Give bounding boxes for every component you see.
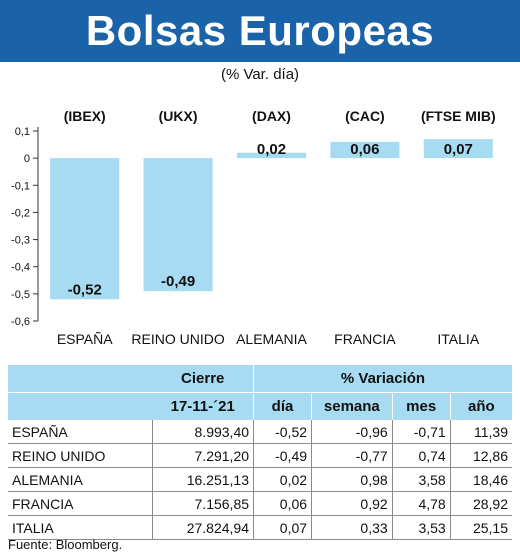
index-label: (DAX) xyxy=(252,108,291,124)
row-close: 27.824,94 xyxy=(151,515,254,540)
table-row: ALEMANIA 16.251,13 0,02 0,98 3,58 18,46 xyxy=(8,467,512,492)
y-tick-label: -0,6 xyxy=(11,316,30,328)
row-month: 3,53 xyxy=(391,515,451,540)
row-year: 12,86 xyxy=(449,443,512,468)
x-tick-label: ESPAÑA xyxy=(57,331,113,347)
index-label: (CAC) xyxy=(345,108,385,124)
variation-group-header: % Variación xyxy=(253,365,512,393)
index-label: (IBEX) xyxy=(64,108,106,124)
bar xyxy=(50,158,120,300)
row-year: 25,15 xyxy=(449,515,512,540)
table-row: ITALIA 27.824,94 0,07 0,33 3,53 25,15 xyxy=(8,515,512,540)
row-close: 7.156,85 xyxy=(151,491,254,516)
column-header-month: mes xyxy=(391,392,451,420)
row-month: 4,78 xyxy=(391,491,451,516)
row-week: -0,96 xyxy=(311,420,393,444)
column-header-name xyxy=(8,392,153,420)
row-day: 0,02 xyxy=(253,467,312,492)
data-label: 0,02 xyxy=(257,141,286,158)
row-day: -0,49 xyxy=(253,443,312,468)
column-header-close: 17-11-´21 xyxy=(152,392,254,420)
data-label: -0,49 xyxy=(161,273,195,290)
data-label: 0,06 xyxy=(350,141,379,158)
y-tick-label: -0,5 xyxy=(11,289,30,301)
bar xyxy=(330,141,400,159)
row-name: ESPAÑA xyxy=(8,420,153,444)
stock-table: Cierre % Variación 17-11-´21 día semana … xyxy=(8,365,512,540)
row-day: 0,07 xyxy=(253,515,312,540)
y-tick-label: -0,1 xyxy=(11,180,30,192)
x-tick-label: ITALIA xyxy=(437,331,479,347)
row-week: 0,98 xyxy=(311,467,393,492)
row-month: 3,58 xyxy=(391,467,451,492)
bar xyxy=(236,152,307,159)
row-week: 0,33 xyxy=(311,515,393,540)
row-day: -0,52 xyxy=(253,420,312,444)
source-note: Fuente: Bloomberg. xyxy=(8,537,123,552)
index-label: (UKX) xyxy=(159,108,198,124)
row-close: 16.251,13 xyxy=(151,467,254,492)
chart-subtitle: (% Var. día) xyxy=(220,66,300,83)
x-tick-label: REINO UNIDO xyxy=(131,331,224,347)
bar xyxy=(423,139,493,159)
x-tick-label: FRANCIA xyxy=(334,331,396,347)
row-year: 18,46 xyxy=(449,467,512,492)
row-year: 28,92 xyxy=(449,491,512,516)
table-corner xyxy=(8,365,153,393)
column-header-day: día xyxy=(253,392,312,420)
data-label: -0,52 xyxy=(68,281,102,298)
close-group-header: Cierre xyxy=(152,365,254,393)
y-tick-label: 0 xyxy=(24,153,30,165)
y-tick-label: -0,2 xyxy=(11,207,30,219)
row-year: 11,39 xyxy=(449,420,512,444)
x-tick-label: ALEMANIA xyxy=(236,331,307,347)
table-row: FRANCIA 7.156,85 0,06 0,92 4,78 28,92 xyxy=(8,491,512,516)
row-month: -0,71 xyxy=(391,420,451,444)
data-label: 0,07 xyxy=(444,141,473,158)
chart-title: Bolsas Europeas xyxy=(0,0,520,62)
row-close: 7.291,20 xyxy=(151,443,254,468)
row-name: ITALIA xyxy=(8,515,153,540)
bar xyxy=(143,158,213,292)
y-tick-label: 0,1 xyxy=(15,126,30,138)
row-name: FRANCIA xyxy=(8,491,153,516)
row-name: REINO UNIDO xyxy=(8,443,153,468)
y-tick-label: -0,4 xyxy=(11,262,30,274)
row-month: 0,74 xyxy=(391,443,451,468)
column-header-year: año xyxy=(449,392,512,420)
table-row: ESPAÑA 8.993,40 -0,52 -0,96 -0,71 11,39 xyxy=(8,420,512,444)
bar-chart: 0,1 0 -0,1 -0,2 -0,3 -0,4 -0,5 -0,6 -0,52 (IBEX) E… xyxy=(11,108,496,347)
column-header-week: semana xyxy=(311,392,393,420)
index-label: (FTSE MIB) xyxy=(421,108,496,124)
table-row: REINO UNIDO 7.291,20 -0,49 -0,77 0,74 12… xyxy=(8,443,512,468)
row-week: -0,77 xyxy=(311,443,393,468)
row-close: 8.993,40 xyxy=(151,420,254,444)
row-week: 0,92 xyxy=(311,491,393,516)
row-day: 0,06 xyxy=(253,491,312,516)
y-tick-label: -0,3 xyxy=(11,235,30,247)
row-name: ALEMANIA xyxy=(8,467,153,492)
